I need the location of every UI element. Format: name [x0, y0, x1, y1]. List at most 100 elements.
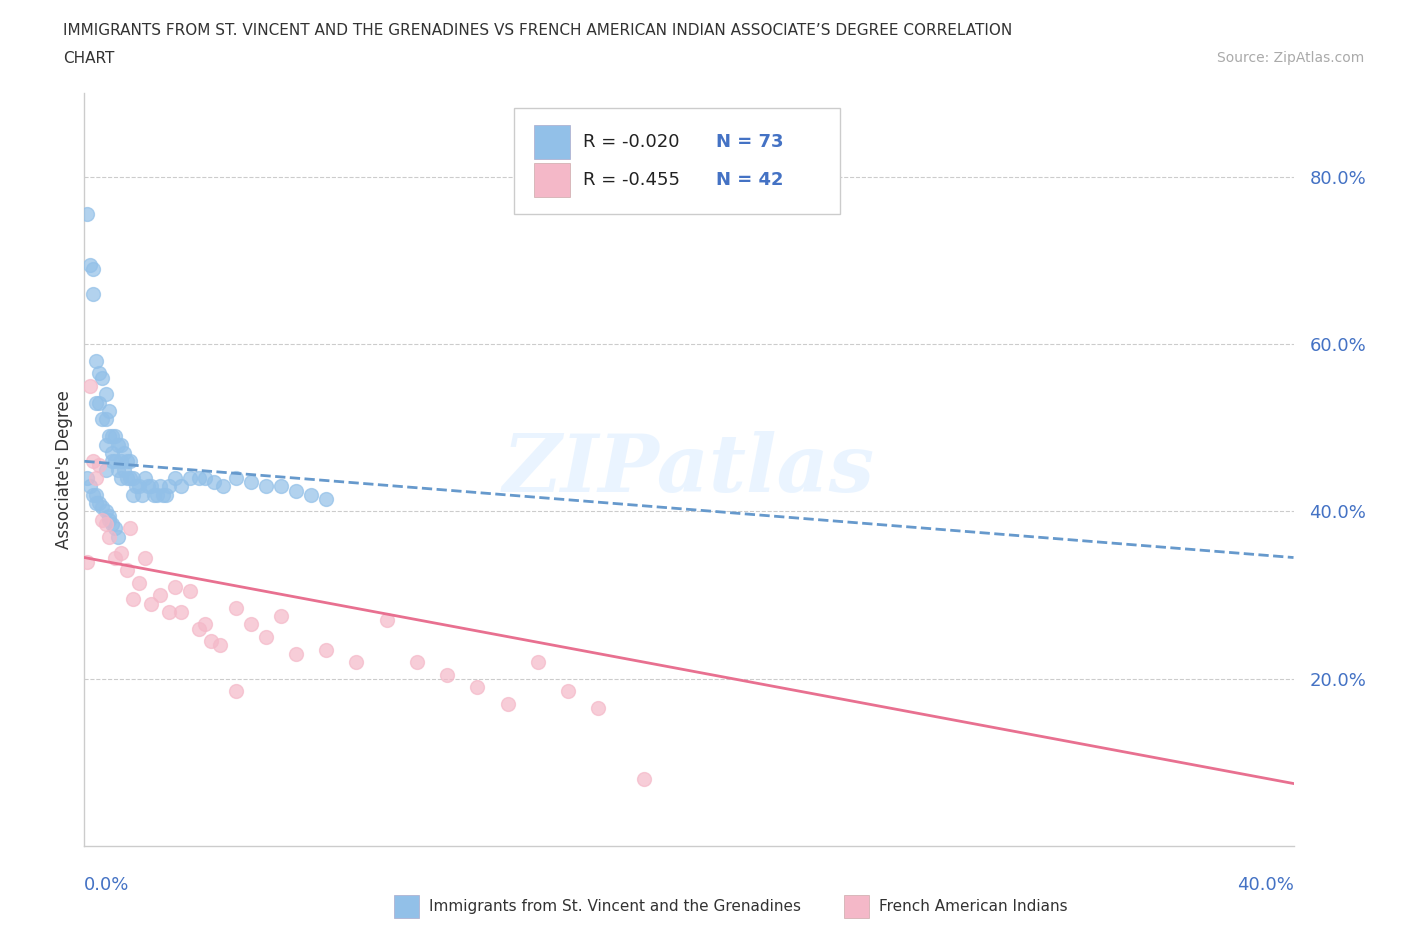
Y-axis label: Associate's Degree: Associate's Degree [55, 391, 73, 549]
Point [82, 487, 104, 502]
Point [270, 479, 292, 494]
Point [128, 479, 150, 494]
Point [79, 258, 101, 272]
Point [110, 546, 132, 561]
Point [118, 521, 141, 536]
Point [89, 458, 111, 472]
Point [142, 487, 165, 502]
Point [118, 471, 141, 485]
Text: 0.0%: 0.0% [84, 876, 129, 895]
Point [104, 551, 127, 565]
Point [209, 638, 232, 653]
Point [285, 484, 308, 498]
Point [194, 618, 217, 632]
Bar [534, 125, 571, 159]
Point [157, 604, 180, 619]
Point [125, 479, 148, 494]
Point [588, 701, 610, 716]
Point [179, 584, 201, 599]
Point [188, 621, 211, 636]
Point [136, 479, 159, 494]
Point [128, 575, 150, 591]
Point [633, 772, 655, 787]
Point [91, 512, 114, 527]
Point [225, 471, 247, 485]
Point [527, 655, 550, 670]
Point [121, 592, 143, 607]
Point [82, 286, 104, 301]
Point [76, 554, 98, 569]
Point [97, 512, 120, 527]
Point [285, 646, 308, 661]
Point [112, 462, 135, 477]
Point [86, 471, 108, 485]
Point [94, 517, 117, 532]
Point [107, 529, 129, 544]
Point [149, 479, 172, 494]
Point [100, 429, 122, 444]
Text: Source: ZipAtlas.com: Source: ZipAtlas.com [1216, 51, 1364, 65]
Point [86, 487, 108, 502]
Point [254, 479, 277, 494]
Point [146, 487, 169, 502]
Point [110, 471, 132, 485]
Point [79, 379, 101, 393]
Text: ZIPatlas: ZIPatlas [503, 431, 875, 509]
Point [157, 479, 180, 494]
Point [212, 479, 235, 494]
Text: IMMIGRANTS FROM ST. VINCENT AND THE GRENADINES VS FRENCH AMERICAN INDIAN ASSOCIA: IMMIGRANTS FROM ST. VINCENT AND THE GREN… [63, 23, 1012, 38]
Point [202, 474, 225, 489]
Point [86, 395, 108, 410]
Bar [534, 163, 571, 196]
Point [89, 366, 111, 381]
Text: Immigrants from St. Vincent and the Grenadines: Immigrants from St. Vincent and the Gren… [429, 899, 801, 914]
Point [97, 404, 120, 418]
Point [139, 596, 162, 611]
Point [375, 613, 398, 628]
Point [86, 353, 108, 368]
Point [239, 474, 262, 489]
Point [436, 668, 458, 683]
Point [188, 471, 211, 485]
Text: R = -0.020: R = -0.020 [582, 133, 679, 151]
Point [170, 604, 193, 619]
Point [104, 429, 127, 444]
Point [91, 370, 114, 385]
Point [115, 563, 138, 578]
Point [76, 471, 98, 485]
Point [346, 655, 368, 670]
Point [89, 395, 111, 410]
Point [91, 500, 114, 515]
Text: 40.0%: 40.0% [1237, 876, 1294, 895]
Point [557, 684, 579, 699]
Point [406, 655, 429, 670]
Point [107, 462, 129, 477]
Point [112, 445, 135, 460]
Point [104, 521, 127, 536]
Point [110, 437, 132, 452]
Point [97, 508, 120, 523]
Point [254, 630, 277, 644]
Point [239, 618, 262, 632]
Point [91, 412, 114, 427]
Point [299, 487, 322, 502]
Point [225, 601, 247, 616]
Text: N = 42: N = 42 [716, 170, 783, 189]
Point [200, 634, 222, 649]
Text: CHART: CHART [63, 51, 115, 66]
Point [82, 261, 104, 276]
Point [97, 429, 120, 444]
Point [315, 491, 337, 506]
Point [139, 479, 162, 494]
Point [94, 387, 117, 402]
Point [94, 504, 117, 519]
Point [165, 579, 187, 594]
Point [225, 684, 247, 699]
Point [496, 697, 519, 711]
Point [107, 437, 129, 452]
Point [89, 496, 111, 511]
Point [467, 680, 489, 695]
Point [121, 471, 143, 485]
Text: N = 73: N = 73 [716, 133, 783, 151]
Text: R = -0.455: R = -0.455 [582, 170, 679, 189]
